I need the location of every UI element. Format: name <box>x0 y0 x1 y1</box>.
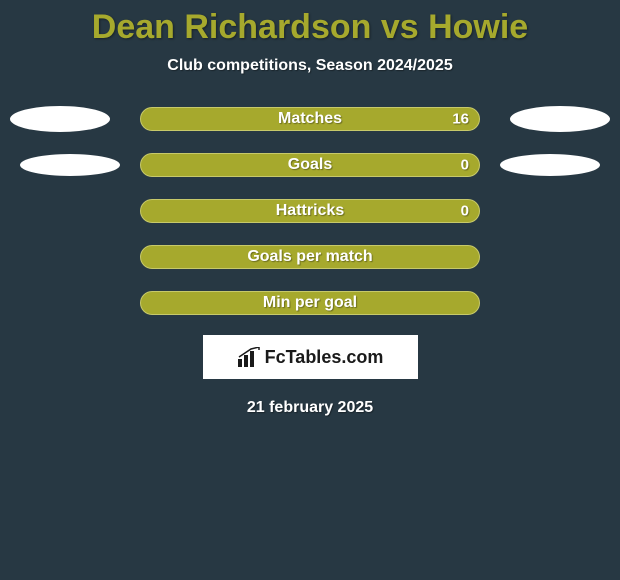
stat-label: Goals <box>288 156 332 174</box>
right-ellipse <box>500 154 600 176</box>
stat-label: Hattricks <box>276 202 344 220</box>
stat-row: Goals per match <box>0 245 620 269</box>
chart-icon <box>237 347 261 367</box>
stat-row: Matches 16 <box>0 107 620 131</box>
right-ellipse <box>510 106 610 132</box>
stat-value: 16 <box>452 111 469 128</box>
stat-bar: Matches 16 <box>140 107 480 131</box>
stat-bar: Goals per match <box>140 245 480 269</box>
logo-box: FcTables.com <box>203 335 418 379</box>
stat-value: 0 <box>461 157 469 174</box>
stat-label: Matches <box>278 110 342 128</box>
stat-label: Min per goal <box>263 294 357 312</box>
logo-text: FcTables.com <box>265 347 384 368</box>
stat-bar: Goals 0 <box>140 153 480 177</box>
date-text: 21 february 2025 <box>247 399 373 417</box>
stats-list: Matches 16 Goals 0 Hattricks 0 Goals per match… <box>0 107 620 315</box>
season-subtitle: Club competitions, Season 2024/2025 <box>167 57 452 75</box>
content-container: Dean Richardson vs Howie Club competitio… <box>0 0 620 580</box>
left-ellipse <box>20 154 120 176</box>
stat-label: Goals per match <box>247 248 372 266</box>
stat-row: Hattricks 0 <box>0 199 620 223</box>
stat-value: 0 <box>461 203 469 220</box>
stat-bar: Hattricks 0 <box>140 199 480 223</box>
left-ellipse <box>10 106 110 132</box>
comparison-title: Dean Richardson vs Howie <box>92 8 528 47</box>
stat-row: Min per goal <box>0 291 620 315</box>
stat-row: Goals 0 <box>0 153 620 177</box>
stat-bar: Min per goal <box>140 291 480 315</box>
